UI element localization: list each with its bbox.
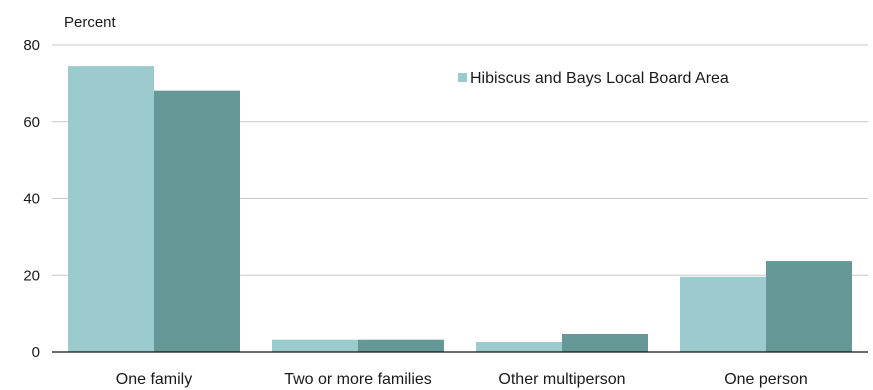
bar-series1-other-multiperson [476, 342, 562, 352]
bar-series1-one-family [68, 66, 154, 352]
x-category-label: One person [724, 371, 808, 388]
bar-series1-one-person [680, 276, 766, 352]
y-axis-label: Percent [64, 14, 117, 31]
y-tick-label: 60 [23, 114, 40, 131]
bars-layer [68, 66, 852, 352]
bar-series2-two-or-more-families [358, 339, 444, 352]
x-category-labels: One family Two or more families Other mult… [116, 371, 808, 388]
y-tick-label: 0 [32, 344, 40, 361]
y-tick-label: 80 [23, 37, 40, 54]
bar-series2-one-person [766, 261, 852, 352]
bar-series2-one-family [154, 90, 240, 352]
legend-swatch [458, 73, 467, 82]
y-tick-label: 40 [23, 191, 40, 208]
bar-series2-other-multiperson [562, 333, 648, 352]
y-tick-label: 20 [23, 267, 40, 284]
legend: Hibiscus and Bays Local Board Area [458, 70, 729, 87]
y-tick-labels: 0 20 40 60 80 [23, 37, 40, 361]
x-category-label: Two or more families [284, 371, 432, 388]
bar-series1-two-or-more-families [272, 339, 358, 352]
legend-label: Hibiscus and Bays Local Board Area [470, 70, 729, 87]
x-category-label: Other multiperson [498, 371, 625, 388]
x-category-label: One family [116, 371, 192, 388]
